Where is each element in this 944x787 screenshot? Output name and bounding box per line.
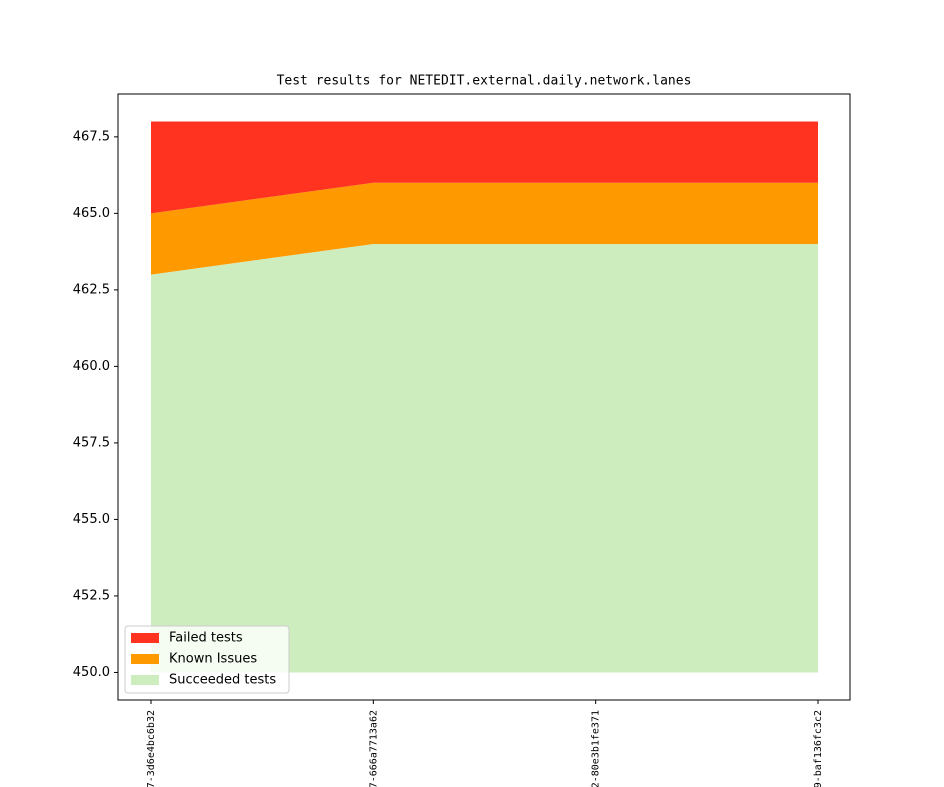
y-tick-label: 450.0 xyxy=(73,665,110,680)
y-tick-label: 467.5 xyxy=(73,129,110,144)
x-tick-label: 7-666a7713a62 xyxy=(368,710,379,787)
legend-frame xyxy=(124,625,290,694)
y-tick-label: 462.5 xyxy=(73,282,110,297)
legend-swatch xyxy=(131,633,159,643)
legend-swatch xyxy=(131,675,159,685)
chart-title: Test results for NETEDIT.external.daily.… xyxy=(277,74,692,89)
y-tick-label: 452.5 xyxy=(73,588,110,603)
x-tick-label: 2-80e3b1fe371 xyxy=(591,710,602,787)
plot-frame xyxy=(117,93,851,701)
legend-label: Known Issues xyxy=(169,652,257,667)
y-tick-label: 455.0 xyxy=(73,512,110,527)
y-tick-label: 465.0 xyxy=(73,206,110,221)
area xyxy=(151,243,818,673)
legend-swatch xyxy=(131,654,159,664)
y-tick-label: 460.0 xyxy=(73,359,110,374)
area xyxy=(151,182,818,275)
legend-label: Succeeded tests xyxy=(169,673,276,688)
legend-label: Failed tests xyxy=(169,631,243,646)
x-tick-label: 7-3d6e4bc6b32 xyxy=(146,710,157,787)
area xyxy=(151,121,818,214)
x-tick-label: 09-baf136fc3c2 xyxy=(813,710,824,787)
y-tick-label: 457.5 xyxy=(73,435,110,450)
legend: Failed tests Known Issues Succeeded tests xyxy=(124,625,290,694)
